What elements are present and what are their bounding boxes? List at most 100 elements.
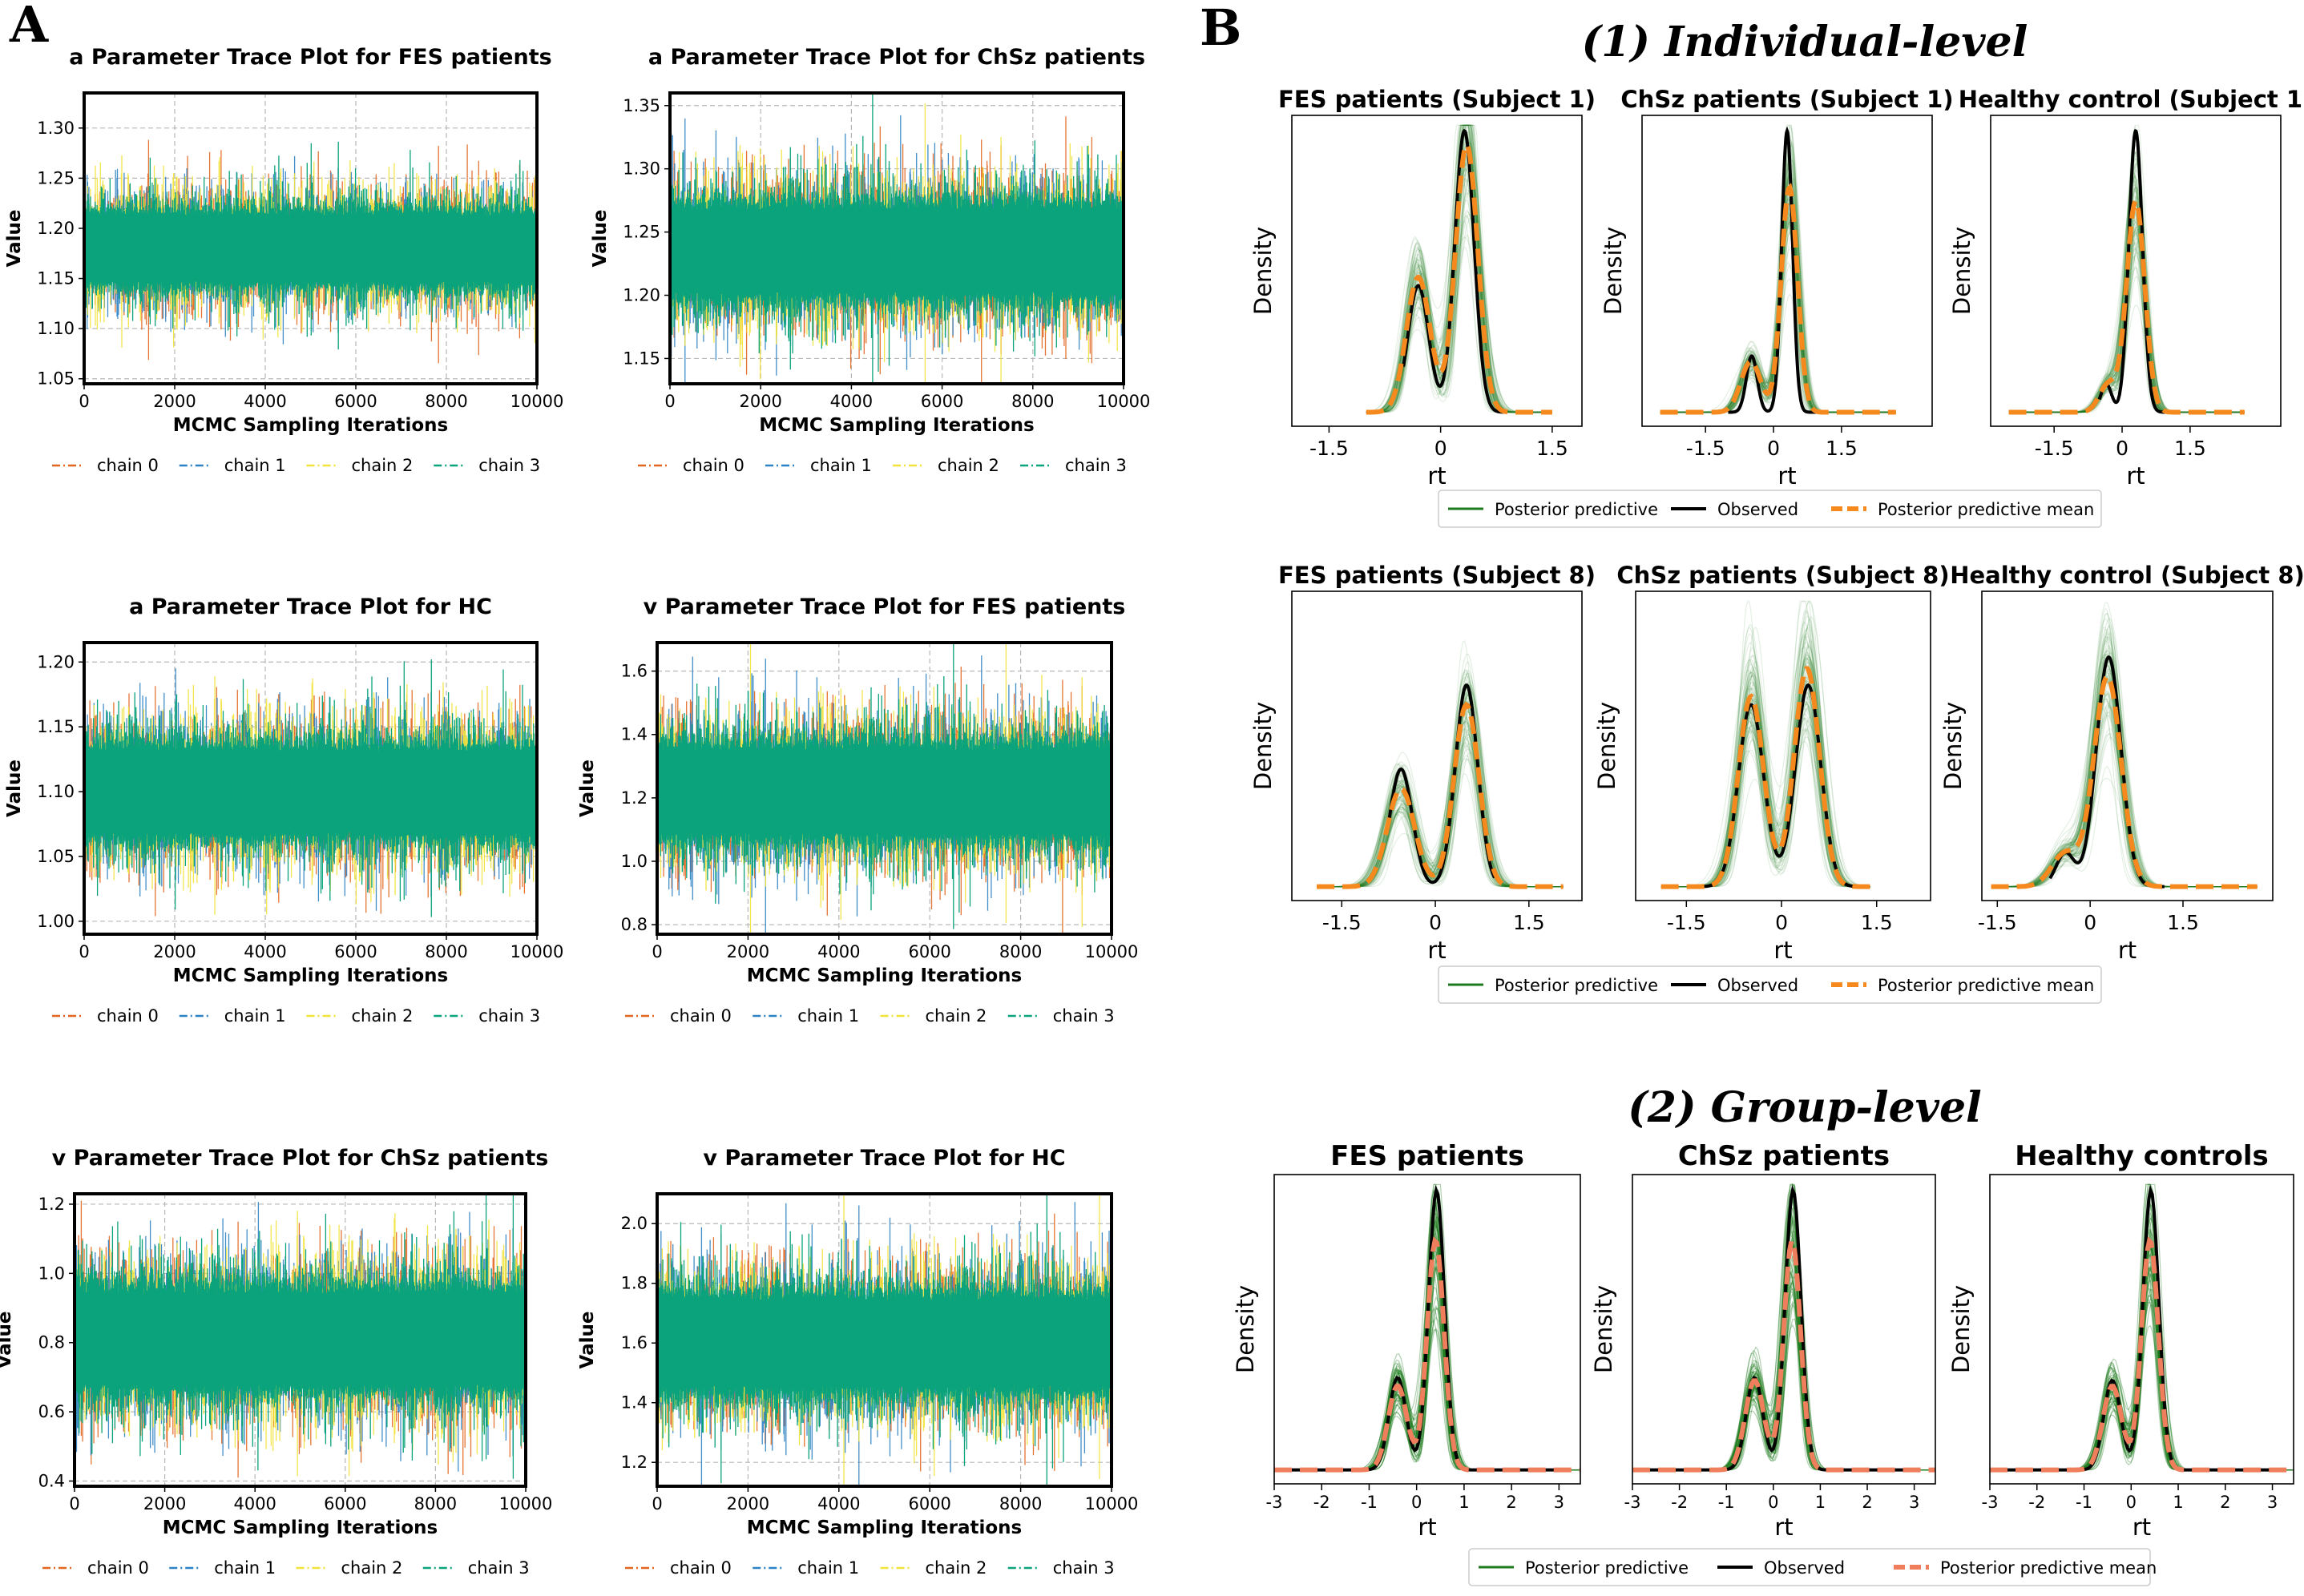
legend-label-chain-3: chain 3 <box>468 1558 530 1578</box>
y-tick-label: 0.6 <box>38 1402 65 1421</box>
x-tick-label: -1.5 <box>1978 911 2017 934</box>
x-tick-label: -1.5 <box>1686 437 1725 460</box>
density-chart-8: Healthy controls -3 -2 -1 0 1 2 3 rt Density <box>1947 1140 2294 1541</box>
x-tick-label: 2000 <box>727 942 769 961</box>
legend-label-chain-1: chain 1 <box>810 456 872 475</box>
y-tick-label: 1.15 <box>623 349 660 368</box>
density-chart-title: ChSz patients <box>1678 1140 1890 1172</box>
plot-frame <box>1635 590 1931 901</box>
x-tick-label: 0 <box>79 392 89 411</box>
y-tick-label: 1.2 <box>621 1453 648 1472</box>
x-tick-label: -3 <box>1982 1493 1999 1512</box>
legend-label-chain-1: chain 1 <box>797 1006 859 1026</box>
density-chart-6: FES patients -3 -2 -1 0 1 2 3 rt Density <box>1232 1140 1581 1541</box>
y-tick-label: 0.8 <box>621 915 648 934</box>
x-tick-label: 10000 <box>1085 1494 1139 1513</box>
x-tick-label: 4000 <box>244 392 286 411</box>
y-axis-label: Value <box>0 1312 15 1369</box>
density-chart-title: FES patients (Subject 1) <box>1278 86 1596 113</box>
legend-label: Posterior predictive <box>1495 976 1658 995</box>
x-tick-label: 1 <box>2173 1493 2183 1512</box>
legend-label-chain-0: chain 0 <box>683 456 744 475</box>
plot-frame <box>1273 1174 1581 1485</box>
legend-label-chain-1: chain 1 <box>224 1006 286 1026</box>
x-tick-label: 1.5 <box>2167 911 2199 934</box>
plot-frame <box>73 1192 527 1488</box>
x-tick-label: -1 <box>1718 1493 1735 1512</box>
x-tick-label: 1 <box>1459 1493 1469 1512</box>
legend-label: Observed <box>1717 976 1798 995</box>
density-chart-7: ChSz patients -3 -2 -1 0 1 2 3 rt Density <box>1590 1140 1936 1541</box>
y-tick-label: 1.4 <box>621 725 648 744</box>
x-tick-label: 1.5 <box>1826 437 1858 460</box>
x-axis-label: MCMC Sampling Iterations <box>173 415 448 436</box>
posterior-predictive-mean-line <box>1274 1236 1580 1473</box>
y-tick-label: 1.20 <box>37 219 75 238</box>
y-axis-label: Density <box>1249 227 1277 315</box>
plot-frame <box>83 91 539 385</box>
y-tick-label: 1.20 <box>37 652 75 671</box>
legend-label-chain-3: chain 3 <box>478 1006 540 1026</box>
legend-box <box>1438 490 2102 528</box>
legend-label-chain-3: chain 3 <box>1065 456 1127 475</box>
posterior-predictive-mean-line <box>1366 142 1552 415</box>
y-tick-label: 1.10 <box>37 782 75 801</box>
y-tick-label: 1.15 <box>37 717 75 736</box>
x-tick-label: 3 <box>1554 1493 1564 1512</box>
plot-frame <box>1990 115 2282 427</box>
x-tick-label: -1 <box>1361 1493 1378 1512</box>
y-tick-label: 1.00 <box>37 912 75 931</box>
y-axis-label: Value <box>577 760 598 817</box>
y-tick-label: 1.10 <box>37 319 75 338</box>
legend-label-chain-2: chain 2 <box>926 1006 987 1026</box>
plot-frame <box>656 641 1113 936</box>
x-tick-label: 0 <box>1775 911 1788 934</box>
density-chart-title: ChSz patients (Subject 8) <box>1616 562 1949 589</box>
posterior-predictive-mean-line <box>2008 195 2245 415</box>
trace-chart-0: a Parameter Trace Plot for FES patients 0… <box>4 45 563 475</box>
posterior-predictive-draws <box>1991 602 2258 888</box>
x-tick-label: 0 <box>2126 1493 2137 1512</box>
x-tick-label: -1.5 <box>1309 437 1349 460</box>
x-tick-label: 3 <box>2267 1493 2278 1512</box>
plot-frame <box>668 91 1125 385</box>
y-tick-label: 1.35 <box>623 96 660 115</box>
posterior-predictive-mean-line <box>1660 666 1870 889</box>
trace-chart-3: v Parameter Trace Plot for FES patients 0… <box>577 594 1138 1026</box>
trace-series-group <box>669 93 1124 384</box>
plot-frame <box>1291 590 1583 901</box>
posterior-predictive-draws <box>1660 600 1870 888</box>
y-axis-label: Density <box>1948 227 1975 315</box>
x-tick-label: 10000 <box>1097 392 1151 411</box>
x-axis-label: MCMC Sampling Iterations <box>759 415 1034 436</box>
y-tick-label: 0.8 <box>38 1333 65 1352</box>
legend-label-chain-1: chain 1 <box>224 456 286 475</box>
x-tick-label: 8000 <box>1011 392 1054 411</box>
x-tick-label: 1.5 <box>1536 437 1568 460</box>
y-tick-label: 1.8 <box>621 1274 648 1293</box>
x-tick-label: 4000 <box>817 942 860 961</box>
y-tick-label: 1.25 <box>37 168 75 187</box>
y-tick-label: 1.0 <box>621 852 648 871</box>
y-tick-label: 1.05 <box>37 369 75 389</box>
y-axis-label: Value <box>4 210 25 268</box>
x-tick-label: -2 <box>1671 1493 1688 1512</box>
x-tick-label: 0 <box>2084 911 2096 934</box>
density-chart-5: Healthy control (Subject 8) -1.5 0 1.5 rt Den… <box>1939 562 2304 964</box>
posterior-predictive-mean-line <box>1991 673 2258 889</box>
y-axis-label: Density <box>1593 702 1620 790</box>
legend-box <box>1438 965 2102 1004</box>
legend-label: Posterior predictive mean <box>1878 500 2094 519</box>
legend-label-chain-1: chain 1 <box>214 1558 276 1578</box>
posterior-predictive-mean-line <box>1632 1236 1935 1473</box>
posterior-predictive-draws <box>1317 640 1564 888</box>
x-tick-label: 4000 <box>830 392 873 411</box>
plot-frame <box>83 641 539 936</box>
x-tick-label: 6000 <box>908 1494 950 1513</box>
x-tick-label: -1.5 <box>1322 911 1362 934</box>
x-tick-label: 4000 <box>817 1494 860 1513</box>
legend-label-chain-0: chain 0 <box>670 1558 732 1578</box>
trace-chart-title: v Parameter Trace Plot for ChSz patients <box>52 1146 549 1171</box>
x-tick-label: 6000 <box>908 942 950 961</box>
